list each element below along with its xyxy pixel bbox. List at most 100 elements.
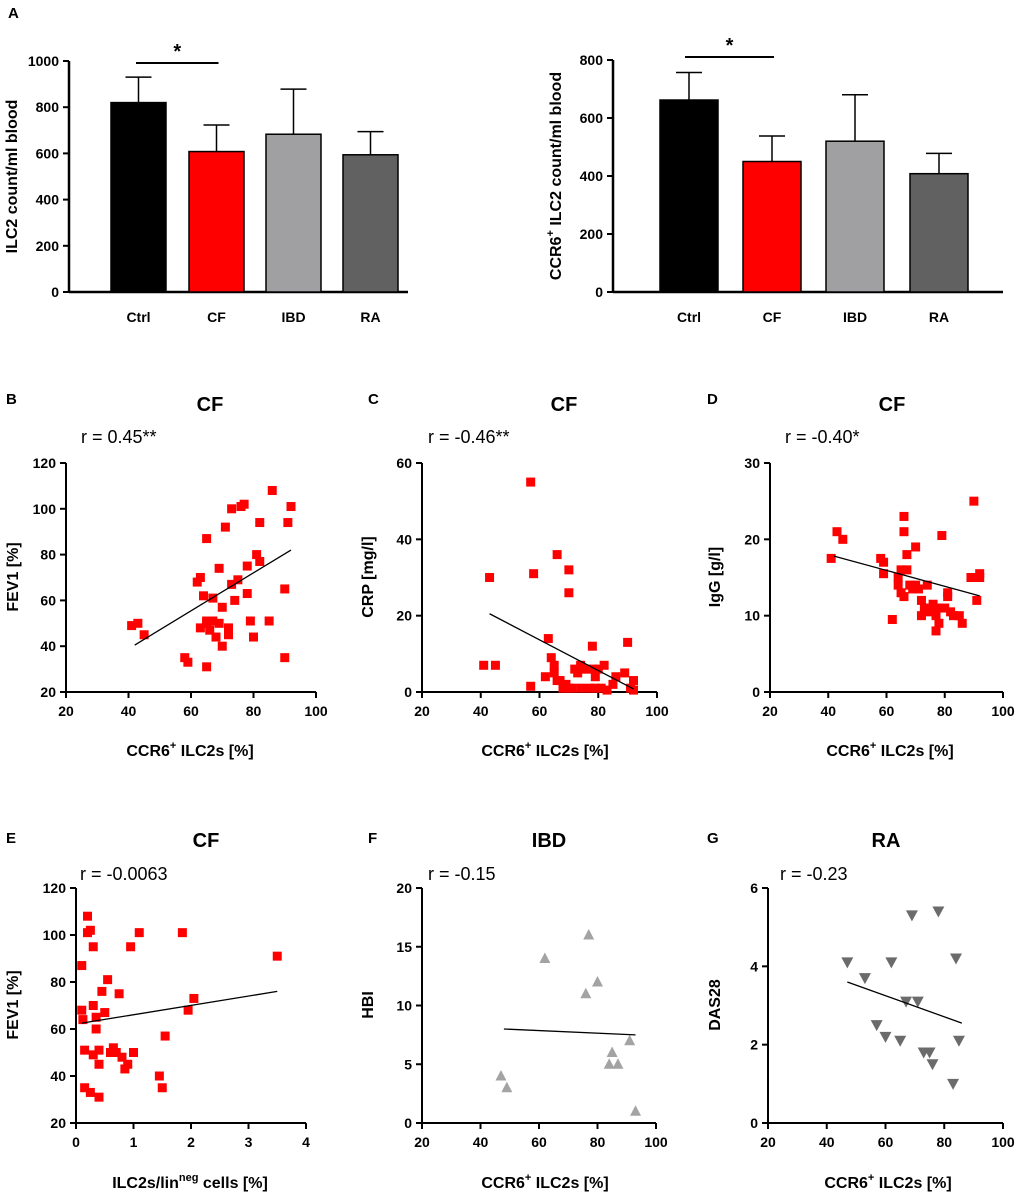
x-tick-label: 60 — [879, 703, 895, 719]
y-axis-label: DAS28 — [707, 979, 724, 1031]
data-point — [227, 504, 237, 514]
data-point — [567, 683, 577, 693]
data-point — [242, 561, 252, 571]
data-point — [540, 672, 550, 682]
data-point — [582, 664, 591, 674]
data-point — [245, 616, 255, 626]
data-point — [919, 603, 929, 613]
data-point — [249, 632, 258, 642]
data-point — [916, 595, 926, 605]
data-point — [630, 1105, 642, 1116]
y-tick-label: 0 — [750, 1115, 758, 1131]
y-tick-label: 0 — [404, 684, 412, 700]
panel-letter: C — [368, 391, 379, 408]
data-point — [952, 1035, 965, 1047]
x-axis-label: CCR6+ ILC2s [%] — [481, 1172, 608, 1192]
panel-letter: B — [6, 391, 17, 408]
x-tick-label: 80 — [590, 1134, 606, 1150]
data-point — [88, 1050, 98, 1060]
data-point — [606, 1046, 618, 1057]
x-tick-label: RA — [929, 309, 949, 325]
data-point — [85, 1087, 95, 1097]
data-point — [966, 573, 976, 582]
chart-title: CF — [193, 830, 220, 852]
data-point — [134, 928, 144, 938]
y-tick-label: 0 — [595, 284, 603, 300]
data-point — [211, 632, 221, 642]
bar-ra — [909, 172, 969, 293]
data-point — [899, 592, 909, 602]
data-point — [580, 987, 592, 999]
x-tick-label: 0 — [72, 1134, 80, 1150]
data-point — [916, 611, 926, 621]
chart-a2: 0 200 400 600 800 Ctrl CF IBD RA * CCR6+ ILC2 coun… — [545, 35, 1003, 325]
y-axis-label-rest: ILC2 count/ml blood — [548, 72, 565, 230]
x-axis-label-rest: ILC2s [%] — [876, 743, 953, 760]
data-point — [931, 611, 941, 621]
data-point — [549, 660, 559, 670]
chart-title: IBD — [532, 830, 566, 852]
data-point — [255, 556, 265, 566]
x-axis-label-sup: neg — [179, 1172, 199, 1184]
data-point — [879, 557, 889, 567]
data-point — [217, 641, 227, 651]
x-tick-label: 40 — [473, 1134, 489, 1150]
x-tick-label: 40 — [819, 1134, 835, 1150]
data-point — [587, 641, 597, 651]
y-tick-label: 20 — [744, 531, 760, 547]
x-tick-label: 40 — [121, 703, 137, 719]
y-tick-label: 120 — [43, 880, 67, 896]
data-point — [80, 1045, 90, 1055]
panel-letter: E — [6, 830, 16, 847]
y-tick-label: 100 — [43, 927, 67, 943]
y-tick-label: 2 — [750, 1037, 758, 1053]
data-point — [887, 614, 897, 624]
data-point — [88, 1001, 98, 1010]
data-point — [629, 676, 638, 686]
x-axis-label: CCR6+ ILC2s [%] — [824, 1172, 951, 1192]
data-point — [885, 957, 898, 969]
x-tick-label: IBD — [281, 309, 305, 325]
chart-a1: 0 200 400 600 800 1000 Ctrl CF IBD RA * ILC2 count/… — [4, 41, 408, 325]
data-point — [940, 603, 950, 613]
y-tick-label: 600 — [36, 145, 60, 161]
y-axis-label: CRP [mg/l] — [360, 536, 377, 617]
x-tick-label: 80 — [246, 703, 262, 719]
data-point — [583, 929, 595, 940]
data-point — [205, 625, 215, 635]
x-axis-label-main: CCR6 — [481, 1175, 525, 1192]
data-point — [584, 683, 594, 693]
data-point — [549, 668, 559, 678]
data-point — [202, 618, 212, 628]
data-point — [832, 527, 842, 537]
data-point — [602, 685, 612, 695]
data-point — [870, 1020, 883, 1032]
y-tick-label: 120 — [33, 455, 57, 471]
y-tick-label: 5 — [404, 1056, 412, 1072]
regression-line — [503, 1028, 636, 1036]
y-tick-label: 60 — [396, 455, 412, 471]
data-point — [501, 1081, 513, 1093]
data-point — [608, 679, 618, 689]
x-axis-label-main: CCR6 — [481, 743, 525, 760]
data-point — [620, 668, 630, 678]
data-point — [80, 1083, 90, 1093]
data-point — [490, 660, 500, 670]
y-tick-label: 6 — [750, 880, 758, 896]
data-point — [202, 662, 212, 672]
x-tick-label: 60 — [532, 703, 548, 719]
chart-f: F IBD r = -0.15 20 40 60 80 100 0 5 10 15 20 CCR6+ IL… — [360, 830, 668, 1192]
data-point — [590, 683, 600, 693]
data-point — [943, 588, 953, 598]
x-tick-label: 100 — [645, 703, 669, 719]
data-point — [543, 634, 553, 644]
regression-line — [81, 990, 278, 1024]
chart-title: CF — [551, 394, 578, 416]
regression-line — [489, 613, 634, 690]
data-point — [838, 534, 848, 544]
data-point — [192, 577, 202, 587]
panel-letter: F — [368, 830, 377, 847]
data-point — [77, 961, 87, 971]
x-tick-label: 1 — [130, 1134, 138, 1150]
